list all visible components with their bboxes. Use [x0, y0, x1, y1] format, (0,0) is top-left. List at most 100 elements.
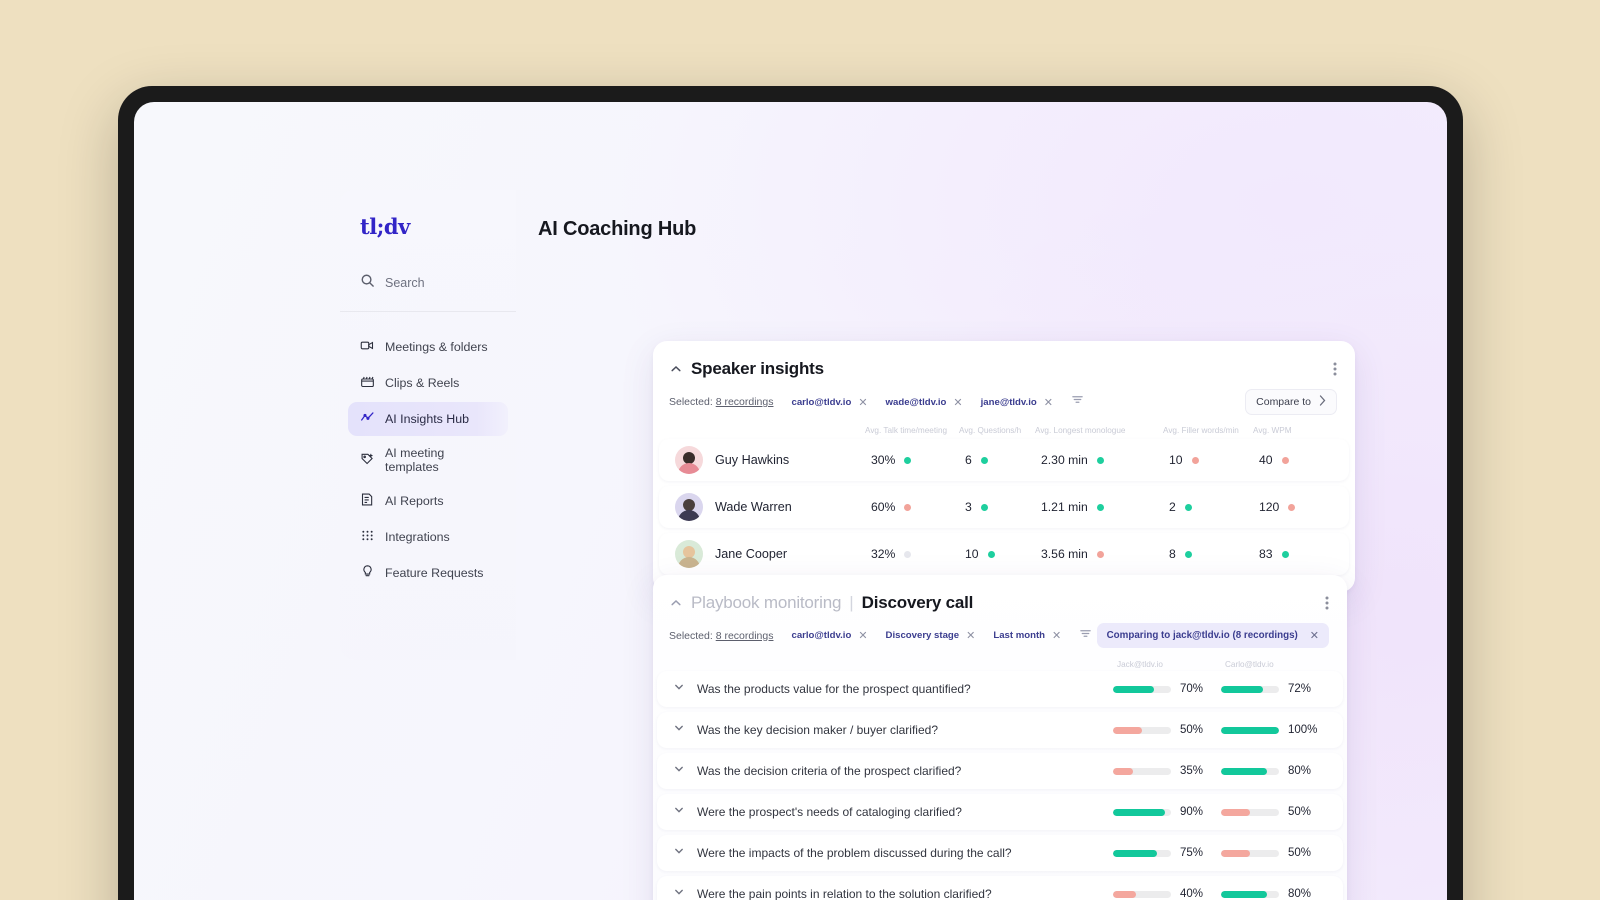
- metric-value: 1.21 min: [1041, 500, 1088, 514]
- speaker-insights-title: Speaker insights: [691, 359, 824, 378]
- filter-chip-wade[interactable]: wade@tldv.io ✕: [885, 396, 963, 409]
- sidebar-item-clips-reels[interactable]: Clips & Reels: [348, 366, 508, 400]
- sidebar-item-label: Feature Requests: [385, 566, 484, 580]
- search-placeholder: Search: [385, 276, 425, 290]
- metric-cell: 60%: [871, 500, 965, 514]
- question-text: Was the products value for the prospect …: [697, 682, 971, 696]
- column-header-jack: Jack@tldv.io: [1117, 660, 1163, 669]
- avatar: [675, 446, 703, 474]
- status-indicator-dot: [904, 503, 912, 511]
- list-item[interactable]: Were the impacts of the problem discusse…: [657, 835, 1343, 871]
- close-icon[interactable]: ✕: [858, 630, 868, 642]
- status-indicator-dot: [904, 456, 912, 464]
- table-row[interactable]: Wade Warren 60% 3 1.21 min 2 120: [659, 486, 1349, 528]
- status-indicator-dot: [1184, 550, 1192, 558]
- metric-carlo: 50%: [1221, 847, 1329, 859]
- close-icon[interactable]: ✕: [953, 396, 963, 409]
- metric-carlo: 72%: [1221, 683, 1329, 695]
- filter-icon[interactable]: [1079, 627, 1092, 645]
- status-indicator-dot: [1096, 503, 1104, 511]
- percentage-value: 50%: [1288, 847, 1312, 859]
- clapperboard-icon: [360, 374, 375, 392]
- selected-recordings-label: Selected: 8 recordings: [669, 396, 774, 408]
- table-row[interactable]: Jane Cooper 32% 10 3.56 min 8 83: [659, 533, 1349, 575]
- sidebar-item-ai-reports[interactable]: AI Reports: [348, 484, 508, 518]
- metric-carlo: 50%: [1221, 806, 1329, 818]
- metric-value: 2: [1169, 500, 1176, 514]
- list-item[interactable]: Were the prospect's needs of cataloging …: [657, 794, 1343, 830]
- chevron-up-icon[interactable]: [669, 362, 683, 376]
- metric-jack: 40%: [1113, 888, 1221, 900]
- list-item[interactable]: Were the pain points in relation to the …: [657, 876, 1343, 900]
- chevron-up-icon[interactable]: [669, 596, 683, 610]
- list-item[interactable]: Was the key decision maker / buyer clari…: [657, 712, 1343, 748]
- search-input[interactable]: Search: [340, 273, 516, 312]
- status-indicator-dot: [1096, 456, 1104, 464]
- column-header-carlo: Carlo@tldv.io: [1225, 660, 1274, 669]
- metric-value: 6: [965, 453, 972, 467]
- app-logo[interactable]: tl;dv: [360, 214, 410, 239]
- chevron-down-icon[interactable]: [673, 803, 685, 821]
- chevron-down-icon[interactable]: [673, 762, 685, 780]
- sidebar-nav: Meetings & folders Clips & Reels: [340, 330, 516, 590]
- playbook-column-headers: Jack@tldv.io Carlo@tldv.io: [653, 648, 1347, 671]
- sidebar-item-label: AI Reports: [385, 494, 444, 508]
- progress-bar: [1221, 685, 1279, 693]
- column-header-talk-time: Avg. Talk time/meeting: [865, 426, 948, 435]
- filter-chip-jane[interactable]: jane@tldv.io ✕: [980, 396, 1053, 409]
- close-icon[interactable]: ✕: [1052, 630, 1062, 642]
- speaker-name-cell: Wade Warren: [675, 493, 871, 521]
- close-icon[interactable]: ✕: [1043, 396, 1053, 409]
- progress-bar: [1221, 808, 1279, 816]
- playbook-header: Playbook monitoring | Discovery call: [653, 593, 1347, 613]
- kebab-menu-icon[interactable]: [1325, 595, 1329, 612]
- filter-chip-discovery-stage[interactable]: Discovery stage ✕: [885, 630, 976, 642]
- sidebar-item-integrations[interactable]: Integrations: [348, 520, 508, 554]
- question-text: Was the key decision maker / buyer clari…: [697, 723, 938, 737]
- filter-chip-last-month[interactable]: Last month ✕: [993, 630, 1062, 642]
- speaker-name-cell: Guy Hawkins: [675, 446, 871, 474]
- metric-cell: 2: [1169, 500, 1259, 514]
- comparing-to-pill[interactable]: Comparing to jack@tldv.io (8 recordings)…: [1096, 623, 1329, 648]
- table-row[interactable]: Guy Hawkins 30% 6 2.30 min 10 40: [659, 439, 1349, 481]
- status-indicator-dot: [1096, 550, 1104, 558]
- chevron-down-icon[interactable]: [673, 721, 685, 739]
- compare-to-button[interactable]: Compare to: [1245, 389, 1337, 415]
- grid-dots-icon: [360, 528, 375, 546]
- metric-cell: 3: [965, 500, 1041, 514]
- metric-cell: 2.30 min: [1041, 453, 1169, 467]
- video-camera-icon: [360, 338, 375, 356]
- close-icon[interactable]: ✕: [858, 396, 868, 409]
- sidebar-item-ai-insights-hub[interactable]: AI Insights Hub: [348, 402, 508, 436]
- chevron-down-icon[interactable]: [673, 844, 685, 862]
- status-indicator-dot: [1281, 550, 1289, 558]
- chevron-right-icon: [1319, 395, 1326, 409]
- chevron-down-icon[interactable]: [673, 885, 685, 900]
- sidebar: tl;dv Search Meetings & folders: [340, 190, 516, 660]
- filter-chip-carlo[interactable]: carlo@tldv.io ✕: [791, 630, 868, 642]
- sidebar-item-ai-meeting-templates[interactable]: AI meeting templates: [348, 438, 508, 482]
- metric-cell: 10: [965, 547, 1041, 561]
- playbook-title-muted: Playbook monitoring: [691, 593, 842, 612]
- close-icon[interactable]: ✕: [1309, 630, 1319, 642]
- metric-cell: 120: [1259, 500, 1321, 514]
- list-item[interactable]: Was the decision criteria of the prospec…: [657, 753, 1343, 789]
- sidebar-item-meetings-folders[interactable]: Meetings & folders: [348, 330, 508, 364]
- filter-icon[interactable]: [1071, 393, 1084, 411]
- status-indicator-dot: [904, 550, 912, 558]
- metric-value: 120: [1259, 500, 1280, 514]
- close-icon[interactable]: ✕: [966, 630, 976, 642]
- selected-recordings-value[interactable]: 8 recordings: [715, 396, 774, 408]
- speaker-name: Wade Warren: [715, 500, 792, 514]
- kebab-menu-icon[interactable]: [1333, 361, 1337, 378]
- list-item[interactable]: Was the products value for the prospect …: [657, 671, 1343, 707]
- metric-jack: 75%: [1113, 847, 1221, 859]
- sidebar-item-feature-requests[interactable]: Feature Requests: [348, 556, 508, 590]
- selected-recordings-value[interactable]: 8 recordings: [715, 629, 774, 642]
- filter-chip-carlo[interactable]: carlo@tldv.io ✕: [791, 396, 868, 409]
- progress-bar: [1113, 808, 1171, 816]
- question-text: Were the impacts of the problem discusse…: [697, 846, 1012, 860]
- metric-carlo: 80%: [1221, 765, 1329, 777]
- metric-jack: 90%: [1113, 806, 1221, 818]
- chevron-down-icon[interactable]: [673, 680, 685, 698]
